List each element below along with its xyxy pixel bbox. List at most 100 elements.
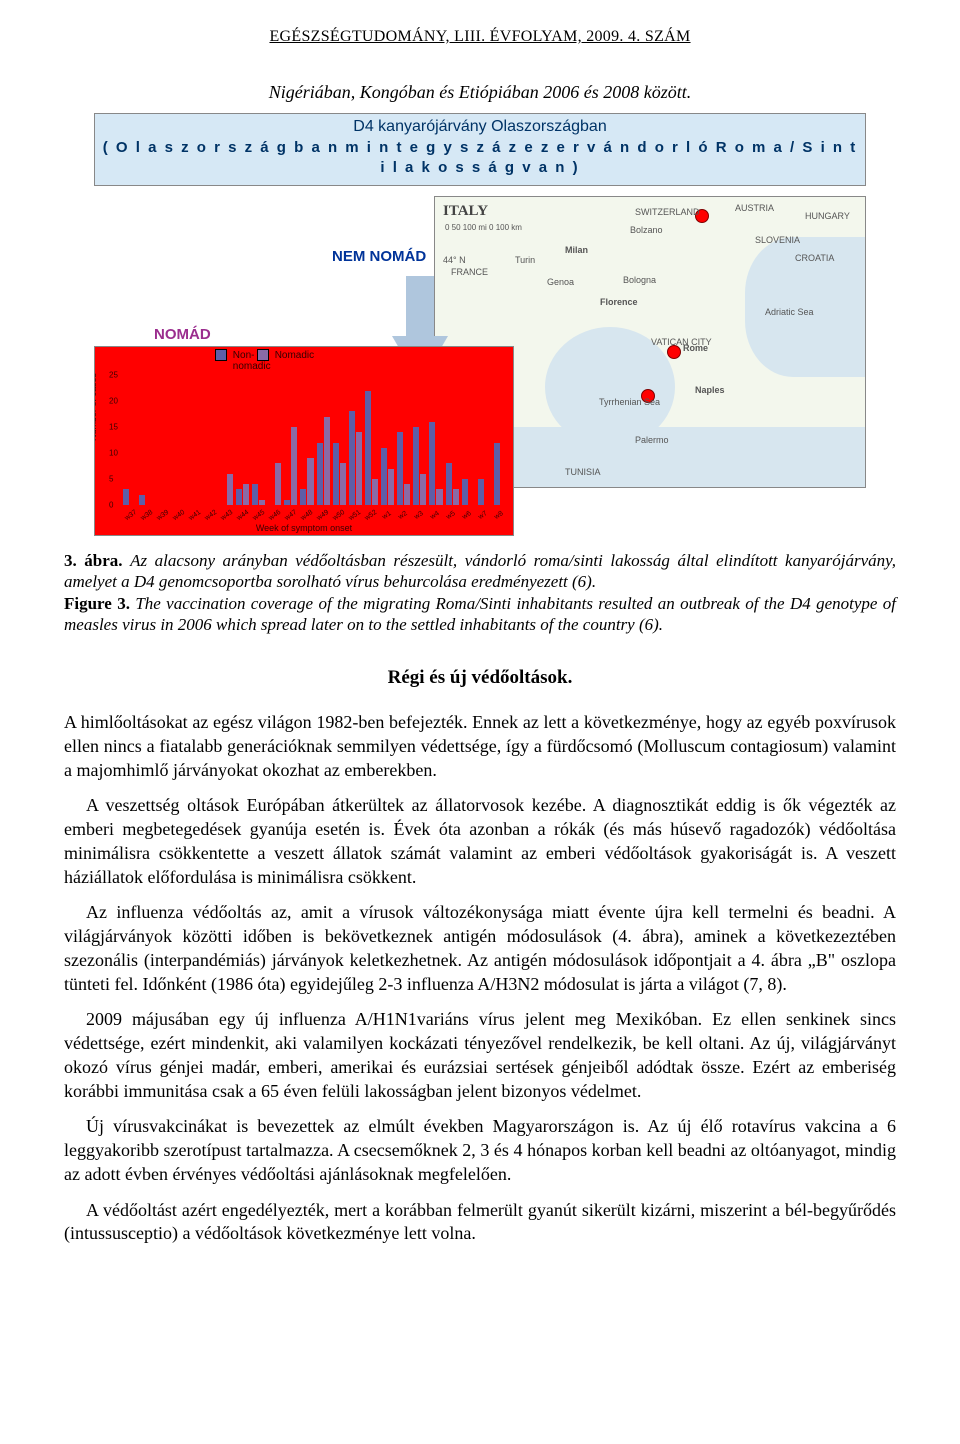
- label-nem-nomad: NEM NOMÁD: [332, 248, 426, 265]
- bar-group: [236, 375, 249, 505]
- bar-non: [139, 495, 145, 505]
- bar-group: [284, 375, 297, 505]
- ctry-hungary: HUNGARY: [805, 211, 850, 221]
- bar-group: [123, 375, 136, 505]
- label-nomad: NOMÁD: [154, 326, 211, 343]
- bar-group: [155, 375, 168, 505]
- banner-title: D4 kanyarójárvány Olaszországban: [101, 118, 859, 136]
- bar-nom: [227, 474, 233, 505]
- city-vatican: VATICAN CITY: [651, 337, 712, 347]
- para-5: Új vírusvakcinákat is bevezettek az elmú…: [64, 1115, 896, 1186]
- xtick: w4: [426, 508, 443, 523]
- bar-non: [478, 479, 484, 505]
- bar-nom: [324, 417, 330, 505]
- bar-nom: [340, 463, 346, 505]
- city-bologna: Bologna: [623, 275, 656, 285]
- bar-non: [300, 489, 306, 505]
- bar-group: [462, 375, 475, 505]
- bar-group: [204, 375, 217, 505]
- bar-group: [139, 375, 152, 505]
- xtick: w50: [330, 508, 347, 523]
- ytick: 10: [109, 449, 118, 458]
- ctry-switz: SWITZERLAND: [635, 207, 700, 217]
- xtick: w5: [442, 508, 459, 523]
- page: EGÉSZSÉGTUDOMÁNY, LIII. ÉVFOLYAM, 2009. …: [0, 0, 960, 1298]
- bar-non: [349, 411, 355, 505]
- para-6: A védőoltást azért engedélyezték, mert a…: [64, 1199, 896, 1247]
- ctry-slovenia: SLOVENIA: [755, 235, 800, 245]
- bar-non: [397, 432, 403, 505]
- bar-non: [236, 489, 242, 505]
- figure-caption: 3. ábra. Az alacsony arányban védőoltásb…: [64, 550, 896, 635]
- sea-adr-label: Adriatic Sea: [765, 307, 814, 317]
- bar-nom: [404, 484, 410, 505]
- ctry-croatia: CROATIA: [795, 253, 834, 263]
- xtick: w41: [186, 508, 203, 523]
- bar-group: [365, 375, 378, 505]
- city-milan: Milan: [565, 245, 588, 255]
- map-title: ITALY: [443, 203, 488, 220]
- city-palermo: Palermo: [635, 435, 669, 445]
- map-dot-2: [667, 345, 681, 359]
- running-head: EGÉSZSÉGTUDOMÁNY, LIII. ÉVFOLYAM, 2009. …: [64, 28, 896, 46]
- bar-group: [317, 375, 330, 505]
- city-genoa: Genoa: [547, 277, 574, 287]
- bar-group: [171, 375, 184, 505]
- xtick: w44: [234, 508, 251, 523]
- legend-swatch-nom: [257, 349, 269, 361]
- xtick: w39: [154, 508, 171, 523]
- bar-nom: [291, 427, 297, 505]
- caption-hu-num: 3. ábra.: [64, 551, 123, 570]
- bar-non: [365, 391, 371, 505]
- chart-legend: Non-nomadic Nomadic: [215, 349, 288, 361]
- chart-xlabel: Week of symptom onset: [95, 523, 513, 533]
- xtick: w47: [282, 508, 299, 523]
- bar-nom: [259, 500, 265, 505]
- section-title: Régi és új védőoltások.: [64, 667, 896, 689]
- bar-non: [413, 427, 419, 505]
- para-2: A veszettség oltások Európában átkerülte…: [64, 794, 896, 889]
- bar-group: [446, 375, 459, 505]
- bar-non: [494, 443, 500, 505]
- city-turin: Turin: [515, 255, 535, 265]
- bar-group: [252, 375, 265, 505]
- caption-en-text: The vaccination coverage of the migratin…: [64, 594, 896, 634]
- bar-nom: [275, 463, 281, 505]
- xtick: w48: [298, 508, 315, 523]
- ytick: 0: [109, 501, 113, 510]
- xtick: w46: [266, 508, 283, 523]
- chart-xticks: w37w38w39w40w41w42w43w44w45w46w47w48w49w…: [123, 512, 507, 519]
- bar-nom: [307, 458, 313, 505]
- bar-group: [268, 375, 281, 505]
- xtick: w51: [346, 508, 363, 523]
- ytick: 25: [109, 371, 118, 380]
- bar-group: [478, 375, 491, 505]
- para-1: A himlőoltásokat az egész világon 1982-b…: [64, 711, 896, 782]
- bar-non: [284, 500, 290, 505]
- bar-non: [462, 479, 468, 505]
- bar-group: [381, 375, 394, 505]
- body-text: A himlőoltásokat az egész világon 1982-b…: [64, 711, 896, 1246]
- bar-group: [300, 375, 313, 505]
- bar-non: [381, 448, 387, 505]
- title-banner: D4 kanyarójárvány Olaszországban ( O l a…: [94, 113, 866, 186]
- ctry-austria: AUSTRIA: [735, 203, 774, 213]
- chart-bars: [123, 375, 507, 505]
- bar-non: [252, 484, 258, 505]
- bar-group: [349, 375, 362, 505]
- xtick: w1: [378, 508, 395, 523]
- bar-group: [397, 375, 410, 505]
- para-4: 2009 májusában egy új influenza A/H1N1va…: [64, 1008, 896, 1103]
- figure-3: ITALY 0 50 100 mi 0 100 km 44° N FRANCE …: [94, 196, 866, 536]
- city-bolzano: Bolzano: [630, 225, 663, 235]
- bar-nom: [388, 469, 394, 505]
- bar-group: [494, 375, 507, 505]
- intro-line: Nigériában, Kongóban és Etiópiában 2006 …: [64, 82, 896, 103]
- bar-non: [446, 463, 452, 505]
- bar-group: [188, 375, 201, 505]
- bar-non: [123, 489, 129, 505]
- xtick: w3: [410, 508, 427, 523]
- xtick: w43: [218, 508, 235, 523]
- bar-non: [333, 443, 339, 505]
- legend-label-non: Non-nomadic: [233, 350, 243, 360]
